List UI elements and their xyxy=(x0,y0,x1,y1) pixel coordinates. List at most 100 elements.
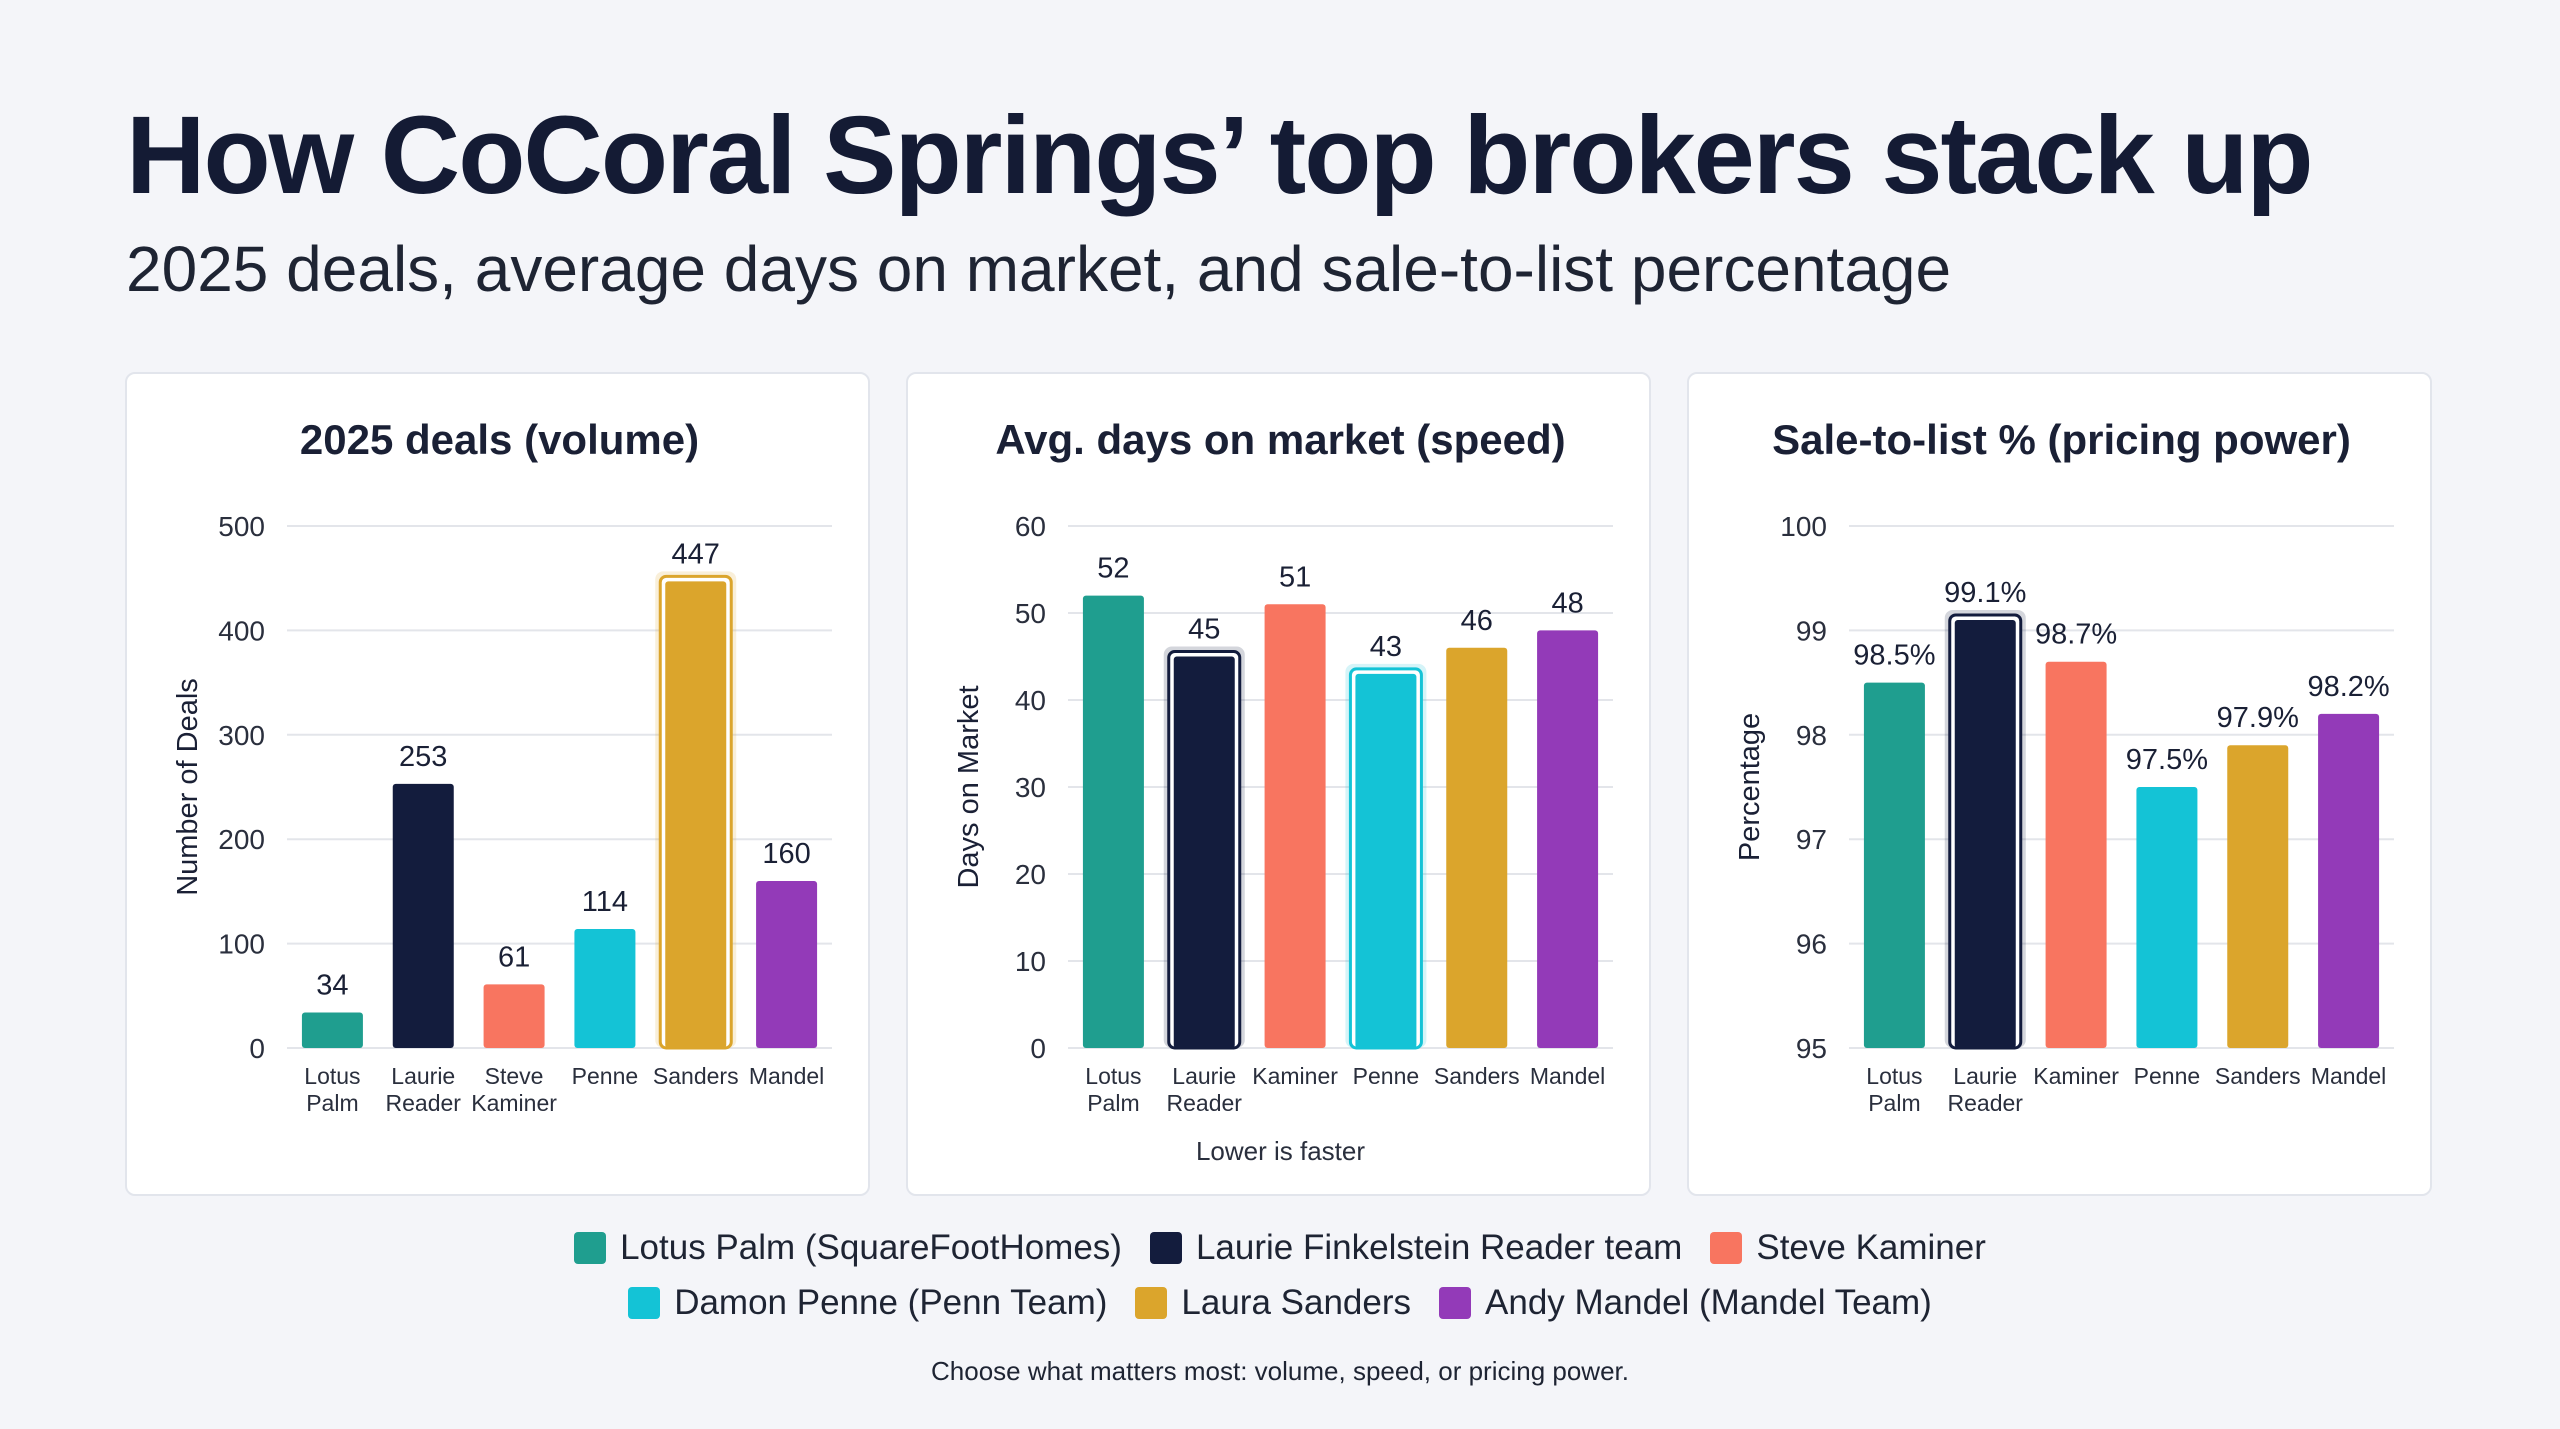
x-category-label: Penne xyxy=(572,1063,639,1089)
x-category-label: Sanders xyxy=(1434,1063,1520,1089)
legend-label: Laura Sanders xyxy=(1181,1283,1412,1322)
y-tick-label: 10 xyxy=(1015,946,1046,977)
legend-label: Andy Mandel (Mandel Team) xyxy=(1485,1283,1932,1322)
y-tick-label: 97 xyxy=(1796,824,1827,855)
y-tick-label: 30 xyxy=(1015,772,1046,803)
legend-item: Lotus Palm (SquareFootHomes) xyxy=(574,1228,1122,1268)
legend-item: Andy Mandel (Mandel Team) xyxy=(1439,1283,1932,1323)
y-tick-label: 40 xyxy=(1015,685,1046,716)
bar xyxy=(665,581,727,1048)
bar xyxy=(483,984,545,1048)
x-category-label: Lotus xyxy=(1085,1063,1141,1089)
bar-value-label: 98.5% xyxy=(1853,640,1935,672)
bar xyxy=(2136,787,2198,1048)
legend-item: Laura Sanders xyxy=(1135,1283,1411,1323)
y-axis-label: Number of Deals xyxy=(172,678,204,896)
x-category-label: Kaminer xyxy=(1252,1063,1338,1089)
bar-value-label: 51 xyxy=(1279,561,1311,593)
y-axis-label: Percentage xyxy=(1734,713,1766,861)
footnote: Choose what matters most: volume, speed,… xyxy=(931,1356,1629,1386)
bar-value-label: 447 xyxy=(672,538,720,570)
legend-swatch xyxy=(628,1287,661,1319)
bar xyxy=(301,1012,363,1048)
legend-swatch xyxy=(1149,1232,1182,1264)
y-tick-label: 96 xyxy=(1796,929,1827,960)
x-category-label: Palm xyxy=(1868,1090,1920,1116)
chart-svg: Avg. days on market (speed) 0 10 20 30 40 50 60… xyxy=(953,416,1613,1166)
bar-value-label: 97.5% xyxy=(2126,744,2208,776)
legend-item: Laurie Finkelstein Reader team xyxy=(1149,1228,1682,1268)
legend-item: Damon Penne (Penn Team) xyxy=(628,1283,1107,1323)
x-category-label: Laurie xyxy=(1172,1063,1236,1089)
legend-swatch xyxy=(1710,1232,1743,1264)
x-category-label: Penne xyxy=(1353,1063,1420,1089)
bar xyxy=(1173,656,1235,1048)
y-tick-label: 400 xyxy=(218,615,265,646)
bar-value-label: 61 xyxy=(498,941,530,973)
chart-svg: Sale-to-list % (pricing power) 95 96 97 98 99… xyxy=(1734,416,2394,1116)
y-tick-label: 60 xyxy=(1015,511,1046,542)
bar xyxy=(1446,647,1508,1048)
bar xyxy=(1863,682,1925,1048)
x-category-label: Steve xyxy=(485,1063,544,1089)
legend-swatch xyxy=(574,1232,607,1264)
x-category-label: Lotus xyxy=(304,1063,360,1089)
legend-swatch xyxy=(1439,1287,1472,1319)
bar xyxy=(1082,595,1144,1048)
y-tick-label: 100 xyxy=(218,929,265,960)
y-tick-label: 20 xyxy=(1015,859,1046,890)
bar xyxy=(1537,630,1599,1048)
y-tick-label: 50 xyxy=(1015,598,1046,629)
y-tick-label: 300 xyxy=(218,720,265,751)
bar-value-label: 43 xyxy=(1370,631,1402,663)
chart-title: Sale-to-list % (pricing power) xyxy=(1772,416,2351,463)
x-category-label: Palm xyxy=(306,1090,358,1116)
x-category-label: Reader xyxy=(386,1090,462,1116)
legend-row-2: Damon Penne (Penn Team) Laura Sanders Andy… xyxy=(0,1283,2560,1328)
y-tick-label: 0 xyxy=(249,1033,265,1064)
x-category-label: Kaminer xyxy=(471,1090,557,1116)
x-category-label: Mandel xyxy=(1530,1063,1605,1089)
x-category-label: Sanders xyxy=(653,1063,739,1089)
x-category-label: Mandel xyxy=(749,1063,824,1089)
y-tick-label: 500 xyxy=(218,511,265,542)
bar-value-label: 34 xyxy=(316,970,348,1002)
x-category-label: Laurie xyxy=(1953,1063,2017,1089)
x-category-label: Sanders xyxy=(2215,1063,2301,1089)
bar xyxy=(2318,713,2380,1048)
bar xyxy=(1355,673,1417,1048)
chart-svg: 2025 deals (volume) 0 100 200 300 400 500 Numbe… xyxy=(172,416,832,1116)
chart-title: 2025 deals (volume) xyxy=(300,416,699,463)
x-category-label: Reader xyxy=(1948,1090,2024,1116)
bar-value-label: 46 xyxy=(1461,605,1493,637)
bar xyxy=(756,880,818,1048)
chart-note: Lower is faster xyxy=(1196,1136,1365,1166)
legend-label: Damon Penne (Penn Team) xyxy=(674,1283,1108,1322)
bar-value-label: 45 xyxy=(1188,614,1220,646)
page-title: How CoCoral Springs’ top brokers stack u… xyxy=(126,94,2314,217)
y-tick-label: 99 xyxy=(1796,615,1827,646)
bar-value-label: 97.9% xyxy=(2217,702,2299,734)
bar-value-label: 99.1% xyxy=(1944,577,2026,609)
y-tick-label: 95 xyxy=(1796,1033,1827,1064)
bar xyxy=(392,783,454,1048)
x-category-label: Laurie xyxy=(391,1063,455,1089)
y-tick-label: 98 xyxy=(1796,720,1827,751)
bar xyxy=(574,928,636,1048)
bar xyxy=(2227,745,2289,1048)
bar-value-label: 48 xyxy=(1551,587,1583,619)
bar xyxy=(1954,619,2016,1048)
bar-value-label: 160 xyxy=(762,838,810,870)
x-category-label: Palm xyxy=(1087,1090,1139,1116)
chart-panel-volume: 2025 deals (volume) 0 100 200 300 400 500 Numbe… xyxy=(125,372,870,1196)
x-category-label: Penne xyxy=(2134,1063,2201,1089)
y-tick-label: 200 xyxy=(218,824,265,855)
bar-value-label: 52 xyxy=(1097,553,1129,585)
legend-label: Steve Kaminer xyxy=(1756,1228,1986,1267)
bar xyxy=(2045,661,2107,1048)
y-tick-label: 0 xyxy=(1030,1033,1046,1064)
y-axis-label: Days on Market xyxy=(953,685,985,888)
x-category-label: Kaminer xyxy=(2033,1063,2119,1089)
chart-panel-pricing: Sale-to-list % (pricing power) 95 96 97 98 99… xyxy=(1687,372,2432,1196)
chart-panel-speed: Avg. days on market (speed) 0 10 20 30 40 50 60… xyxy=(906,372,1651,1196)
